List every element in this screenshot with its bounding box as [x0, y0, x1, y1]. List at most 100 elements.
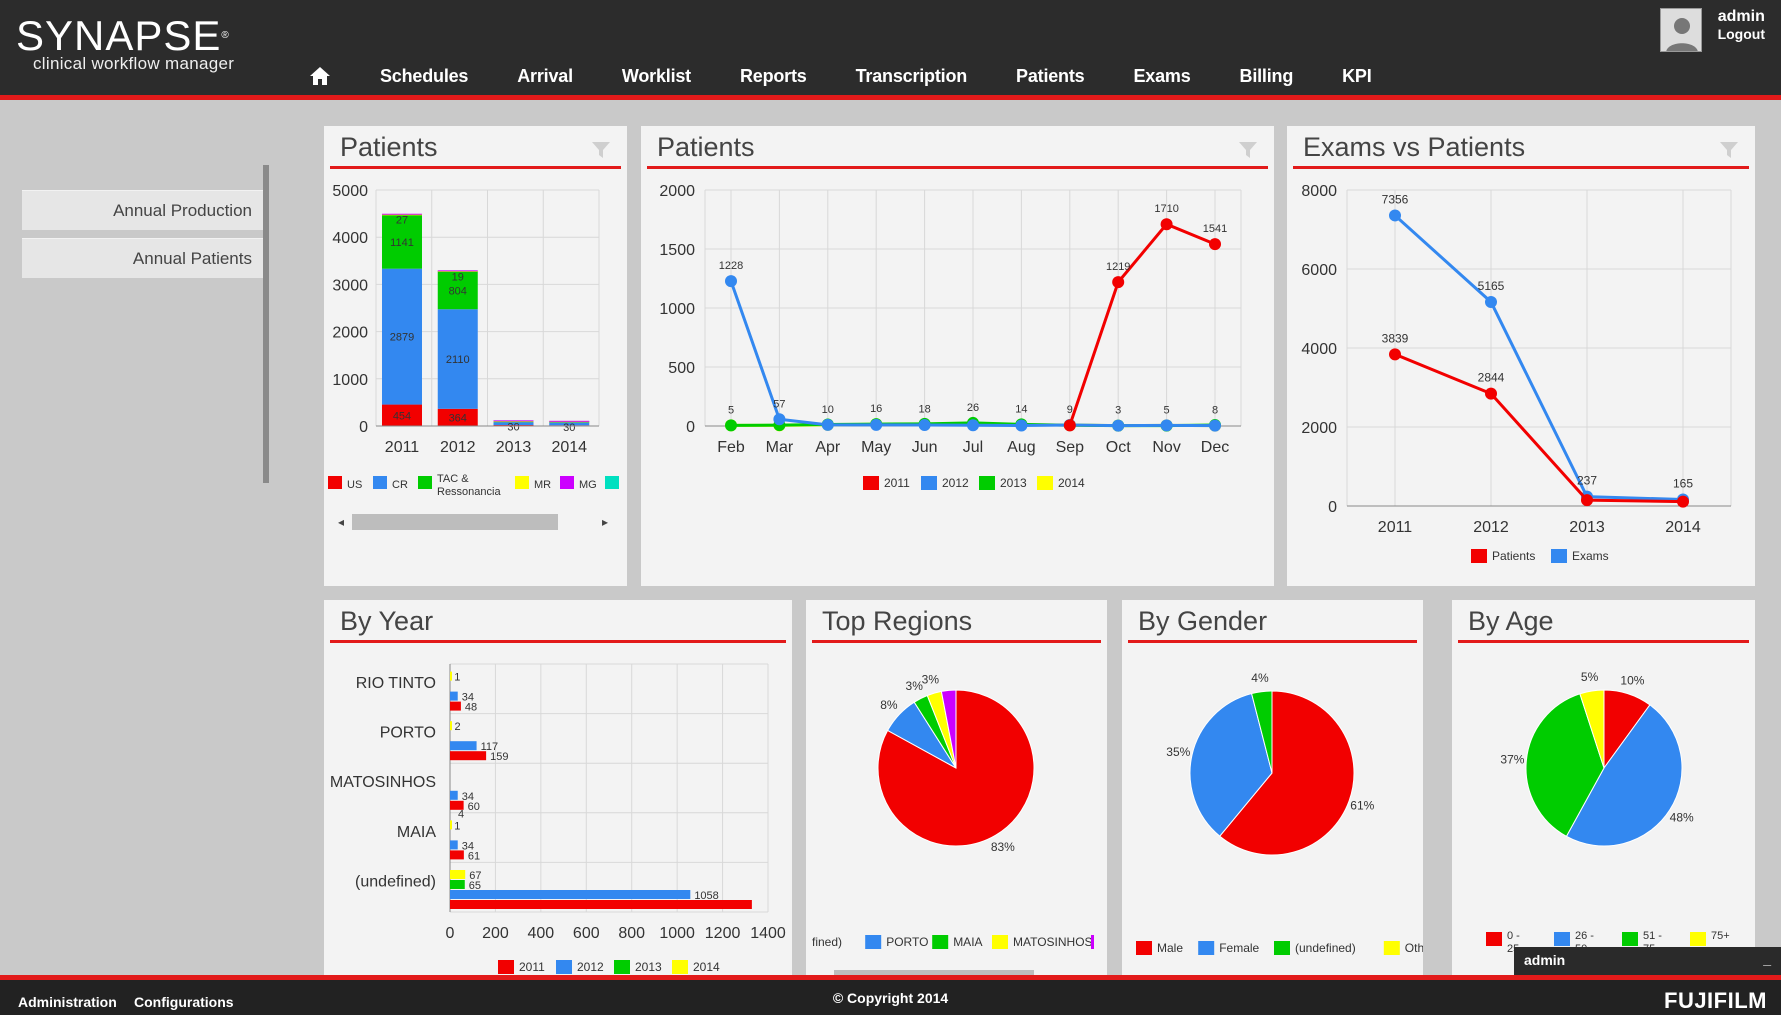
by-gender-panel: By Gender 61% 35% 4% Male Female (undefined) O…: [1122, 600, 1423, 975]
bar-segment: [382, 268, 422, 405]
nav-reports[interactable]: Reports: [739, 65, 807, 86]
user-silhouette-icon: [1666, 18, 1697, 51]
bar: [450, 701, 461, 711]
nav-transcription[interactable]: Transcription: [855, 65, 968, 86]
data-point: [1581, 494, 1593, 507]
chat-bar[interactable]: admin _: [1514, 947, 1781, 975]
data-label: 804: [449, 285, 467, 297]
x-tick-label: 200: [482, 925, 509, 942]
panel-title-underline: [1458, 640, 1749, 643]
user-box: admin Logout: [1659, 8, 1765, 52]
data-point: [1063, 419, 1076, 432]
filter-icon[interactable]: [591, 140, 611, 160]
y-tick-label: PORTO: [380, 725, 436, 742]
data-point: [1209, 238, 1221, 251]
data-label: 61: [468, 850, 480, 862]
nav-exams[interactable]: Exams: [1133, 65, 1191, 86]
data-label: 1228: [719, 260, 743, 272]
x-tick-label: 400: [528, 925, 555, 942]
by-age-panel: By Age 10%48%37%5%0 -2526 -5051 -7575+: [1452, 600, 1755, 975]
data-label: 57: [773, 398, 785, 410]
bar-segment: [437, 408, 478, 426]
avatar[interactable]: [1659, 8, 1702, 52]
nav-arrival[interactable]: Arrival: [517, 65, 573, 86]
bar-segment: [437, 271, 478, 310]
legend-label: 2013: [1000, 476, 1027, 490]
legend-label: MG: [579, 479, 597, 491]
pie-slice: [1250, 690, 1273, 774]
legend-swatch: [1554, 932, 1570, 946]
legend-swatch: [1274, 941, 1290, 955]
pie-slice: [1565, 704, 1683, 847]
panel-title: Patients: [657, 132, 755, 162]
data-label: 67: [469, 870, 481, 882]
legend-swatch: [1690, 932, 1706, 946]
legend-label: (undefined): [1295, 941, 1356, 955]
patients-year-chart: 0 1000 2000 3000 4000 5000 454 2879 1141 27 2011 36…: [328, 183, 619, 530]
data-point: [1389, 209, 1401, 222]
data-label: 3: [1115, 405, 1121, 417]
bar: [450, 840, 458, 850]
home-icon[interactable]: [308, 64, 332, 88]
data-label: 4%: [1251, 671, 1269, 685]
exams-vs-patients-panel: Exams vs Patients 0 2000 4000 6000 8000 2011 2…: [1287, 126, 1755, 586]
x-tick-label: 600: [573, 925, 600, 942]
x-tick-label: Mar: [766, 439, 794, 456]
legend-swatch: [921, 476, 937, 490]
bar: [450, 870, 466, 879]
legend-label: CR: [392, 479, 408, 491]
panel-title: By Gender: [1138, 606, 1268, 636]
legend-label: fined): [812, 935, 842, 949]
minimize-icon[interactable]: _: [1763, 951, 1771, 967]
footer-administration[interactable]: Administration: [18, 994, 117, 1010]
legend-swatch: [1471, 549, 1487, 563]
y-tick-label: 4000: [1301, 341, 1337, 358]
filter-icon[interactable]: [1238, 140, 1258, 160]
side-menu: Annual Production Annual Patients: [22, 190, 266, 286]
data-label: 2110: [446, 354, 470, 366]
panel-title: Top Regions: [822, 606, 973, 636]
data-label: 8: [1212, 405, 1218, 417]
nav-patients[interactable]: Patients: [1016, 65, 1085, 86]
legend-label: TAC &: [437, 473, 469, 485]
scroll-left-icon: ◂: [338, 515, 344, 529]
legend-swatch: [373, 476, 387, 489]
data-point: [1677, 495, 1689, 508]
x-tick-label: 800: [618, 925, 645, 942]
x-tick-label: 2011: [385, 439, 420, 456]
legend-label: MR: [534, 479, 551, 491]
legend-label: Patients: [1492, 549, 1535, 563]
data-label: 61%: [1350, 799, 1374, 813]
legend-swatch: [1622, 932, 1638, 946]
nav-worklist[interactable]: Worklist: [621, 65, 691, 86]
legend-label: 0 -: [1507, 930, 1520, 942]
nav-schedules[interactable]: Schedules: [380, 65, 469, 86]
bar-segment: [549, 420, 590, 422]
synapse-logo[interactable]: SYNAPSE® clinical workflow manager: [16, 14, 234, 74]
footer-configurations[interactable]: Configurations: [134, 994, 234, 1010]
legend-swatch: [605, 476, 619, 489]
nav-kpi[interactable]: KPI: [1342, 65, 1372, 86]
legend-label: US: [347, 479, 362, 491]
app-header: SYNAPSE® clinical workflow manager Sched…: [0, 0, 1781, 100]
filter-icon[interactable]: [1719, 140, 1739, 160]
legend-label: 2012: [577, 960, 604, 974]
data-point: [821, 418, 834, 431]
data-point: [1160, 218, 1173, 231]
y-tick-label: 0: [686, 419, 695, 436]
legend-label: Ressonancia: [437, 486, 501, 498]
data-label: 3839: [1382, 331, 1409, 345]
legend-label: MATOSINHOS: [1013, 935, 1093, 949]
logout-link[interactable]: Logout: [1717, 26, 1765, 42]
sidemenu-annual-patients[interactable]: Annual Patients: [22, 238, 266, 278]
data-label: 10%: [1620, 674, 1644, 688]
bar: [450, 820, 452, 830]
y-tick-label: 2000: [332, 325, 368, 342]
brand-name: SYNAPSE: [16, 12, 222, 59]
nav-billing[interactable]: Billing: [1239, 65, 1294, 86]
sidemenu-annual-production[interactable]: Annual Production: [22, 190, 266, 230]
data-label: 2: [454, 721, 460, 733]
scroll-right-icon: ▸: [602, 515, 608, 529]
panel-title-underline: [1128, 640, 1417, 643]
